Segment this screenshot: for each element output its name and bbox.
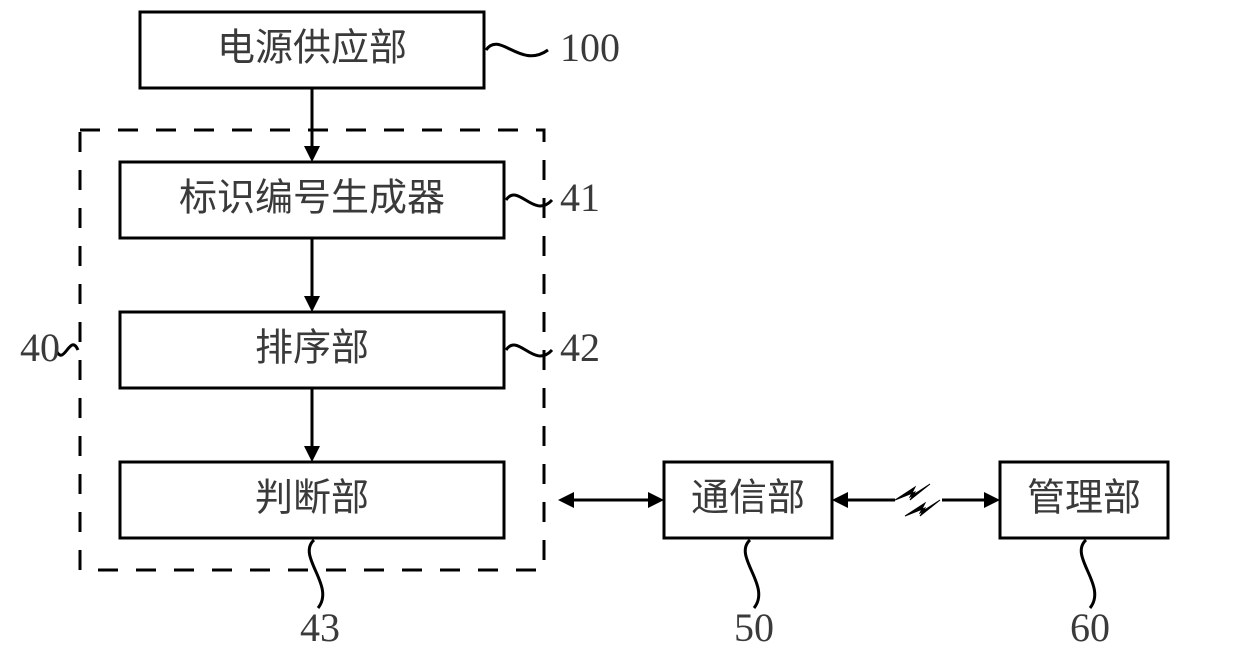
node-judge: 判断部 bbox=[120, 462, 504, 538]
node-judge-label: 判断部 bbox=[255, 478, 369, 520]
ref-42: 42 bbox=[560, 325, 600, 370]
node-power: 电源供应部 bbox=[140, 12, 484, 88]
leader-50 bbox=[745, 540, 759, 608]
node-idgen: 标识编号生成器 bbox=[120, 162, 504, 238]
ref-40: 40 bbox=[20, 325, 60, 370]
node-comm: 通信部 bbox=[664, 462, 832, 538]
edge-sort-judge bbox=[304, 388, 320, 462]
node-power-label: 电源供应部 bbox=[217, 28, 407, 70]
ref-100: 100 bbox=[560, 25, 620, 70]
node-sort: 排序部 bbox=[120, 312, 504, 388]
node-manage: 管理部 bbox=[1000, 462, 1168, 538]
edge-idgen-sort bbox=[304, 238, 320, 312]
node-idgen-label: 标识编号生成器 bbox=[179, 178, 445, 220]
diagram-canvas: 电源供应部 标识编号生成器 排序部 判断部 通信部 管理部 bbox=[0, 0, 1240, 663]
node-comm-label: 通信部 bbox=[691, 478, 805, 520]
edge-power-idgen bbox=[304, 88, 320, 162]
ref-41: 41 bbox=[560, 175, 600, 220]
node-manage-label: 管理部 bbox=[1027, 478, 1141, 520]
ref-43: 43 bbox=[300, 605, 340, 650]
leader-100 bbox=[486, 44, 548, 56]
edge-judge-comm bbox=[558, 492, 664, 508]
ref-60: 60 bbox=[1070, 605, 1110, 650]
leader-43 bbox=[309, 540, 323, 608]
edge-comm-manage bbox=[832, 484, 1000, 516]
ref-50: 50 bbox=[734, 605, 774, 650]
node-sort-label: 排序部 bbox=[255, 328, 369, 370]
leader-60 bbox=[1081, 540, 1095, 608]
